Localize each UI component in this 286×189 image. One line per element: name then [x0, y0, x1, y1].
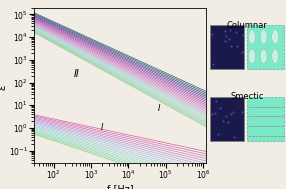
Text: I: I — [157, 104, 160, 113]
Text: I: I — [101, 122, 103, 132]
X-axis label: f [Hz]: f [Hz] — [107, 184, 134, 189]
Circle shape — [249, 49, 255, 64]
Y-axis label: ε″: ε″ — [0, 80, 7, 90]
FancyBboxPatch shape — [210, 26, 244, 69]
Text: Smectic: Smectic — [231, 92, 264, 101]
Circle shape — [272, 29, 279, 44]
Text: Columnar: Columnar — [227, 21, 268, 29]
Circle shape — [260, 49, 267, 64]
FancyBboxPatch shape — [247, 97, 285, 141]
FancyBboxPatch shape — [247, 26, 285, 69]
Text: II: II — [74, 69, 80, 79]
FancyBboxPatch shape — [210, 97, 244, 141]
Circle shape — [260, 29, 267, 44]
Circle shape — [272, 49, 279, 64]
Circle shape — [249, 29, 255, 44]
